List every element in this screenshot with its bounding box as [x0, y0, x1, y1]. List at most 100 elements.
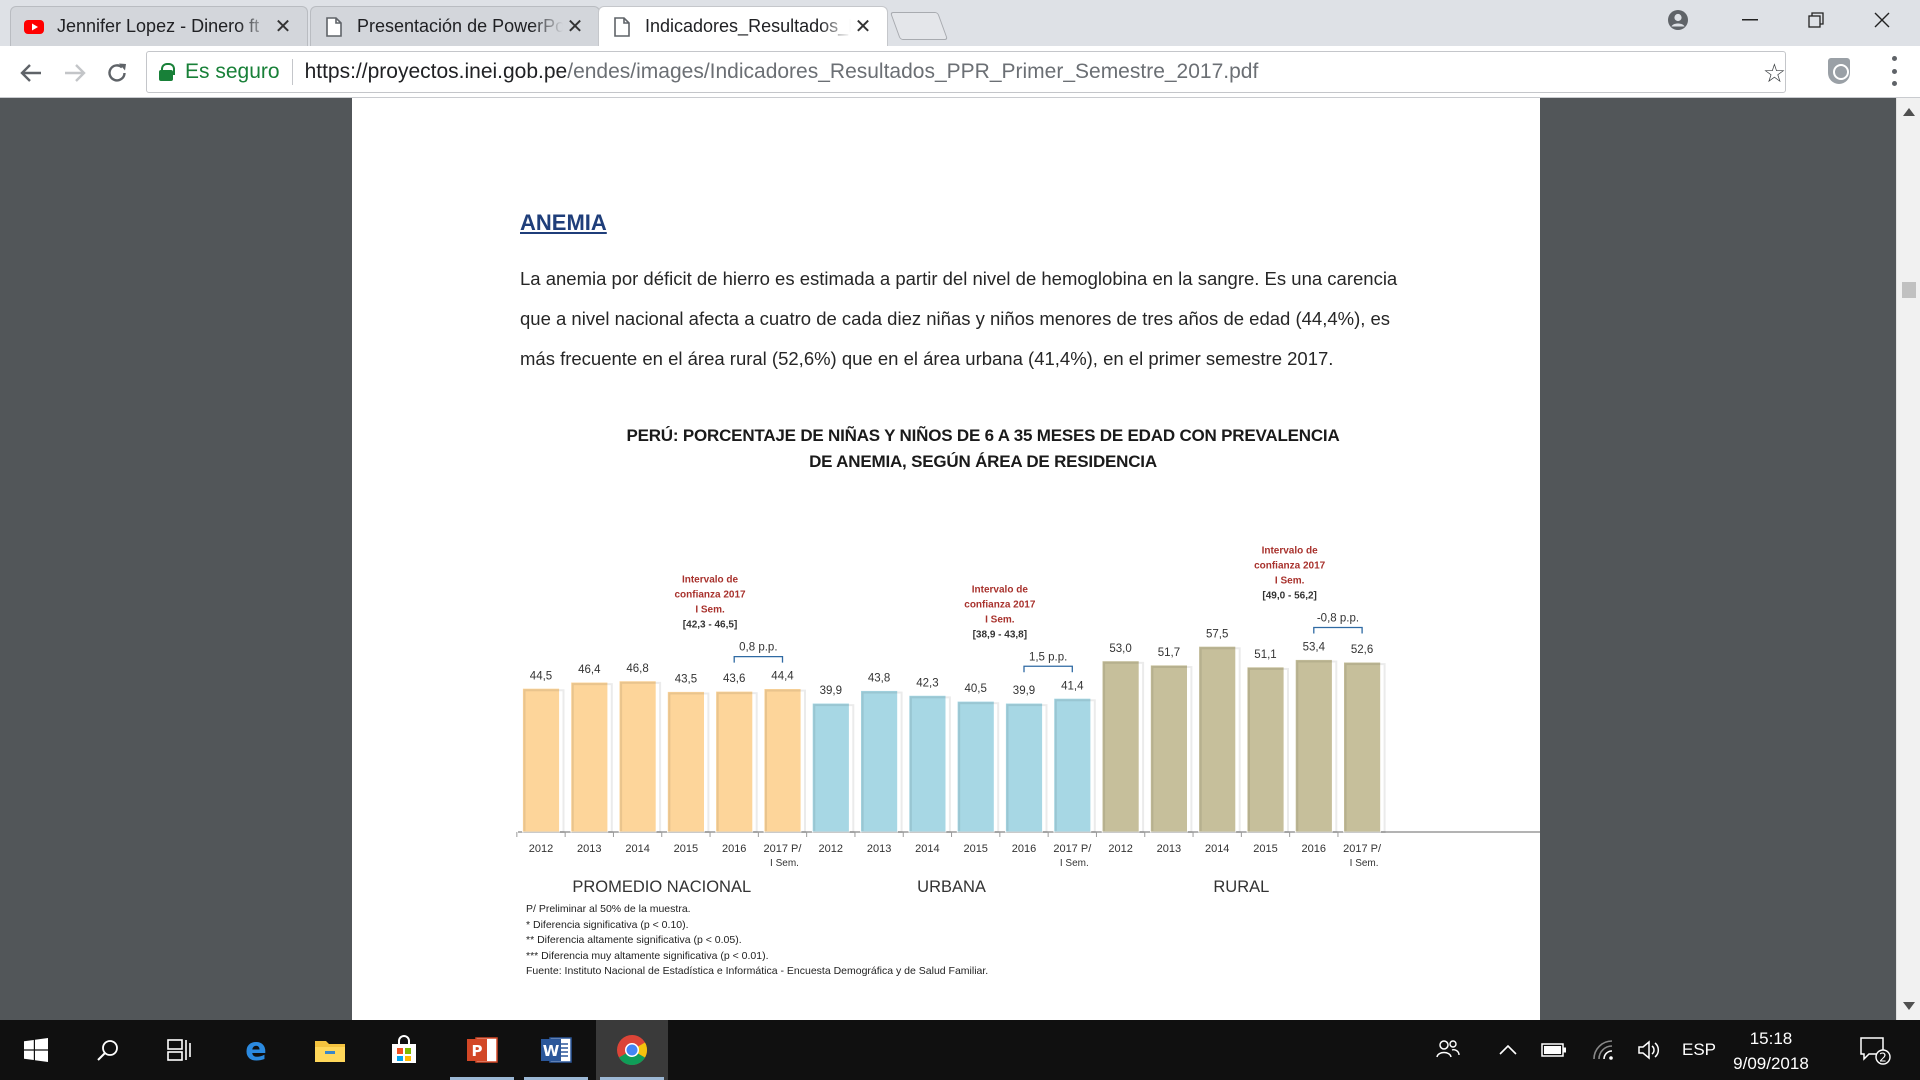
chart-title-line: DE ANEMIA, SEGÚN ÁREA DE RESIDENCIA	[809, 452, 1157, 471]
tab-title: Jennifer Lopez - Dinero ft	[57, 16, 260, 36]
chart-title-line: PERÚ: PORCENTAJE DE NIÑAS Y NIÑOS DE 6 A…	[626, 426, 1340, 445]
battery-icon[interactable]	[1536, 1020, 1572, 1080]
close-tab-icon[interactable]: ✕	[854, 16, 872, 38]
scroll-down-arrow-icon[interactable]	[1903, 1002, 1915, 1010]
data-label: 43,5	[675, 673, 697, 685]
system-clock[interactable]: 15:18 9/09/2018	[1716, 1026, 1826, 1076]
bar-shadow	[1199, 647, 1241, 834]
x-tick-label: 2013	[1157, 843, 1181, 855]
bar-2014	[618, 680, 657, 833]
input-language[interactable]: ESP	[1681, 1040, 1717, 1059]
bar-shadow	[620, 681, 662, 833]
back-button[interactable]	[14, 56, 48, 90]
action-center-icon[interactable]: 2	[1852, 1020, 1898, 1080]
x-tick-label: 2014	[625, 843, 649, 855]
start-icon[interactable]	[0, 1020, 72, 1080]
bar-2015	[956, 700, 995, 833]
confidence-interval-text: confianza 2017	[674, 590, 746, 601]
vertical-scrollbar[interactable]	[1896, 98, 1920, 1020]
document-icon	[611, 16, 633, 38]
volume-icon[interactable]	[1632, 1020, 1666, 1080]
difference-label: -0,8 p.p.	[1317, 613, 1359, 625]
data-label: 39,9	[820, 685, 842, 697]
notification-count: 2	[1879, 1051, 1887, 1065]
data-label: 41,4	[1061, 680, 1084, 692]
data-label: 44,4	[771, 671, 794, 683]
bar-shadow	[813, 704, 855, 833]
data-label: 51,7	[1158, 647, 1180, 659]
new-tab-button[interactable]	[889, 12, 949, 40]
x-tick-label: 2014	[1205, 843, 1229, 855]
tab-powerpoint[interactable]: Presentación de PowerPo ✕	[310, 6, 600, 46]
people-icon[interactable]	[1428, 1020, 1468, 1080]
x-tick-label: 2012	[529, 843, 553, 855]
close-window-icon[interactable]	[1852, 0, 1912, 40]
bar-2012	[1101, 660, 1140, 833]
difference-bracket	[1023, 665, 1073, 673]
file-explorer-icon[interactable]	[294, 1020, 366, 1080]
tab-pdf-active[interactable]: Indicadores_Resultados_P ✕	[598, 6, 888, 46]
confidence-interval-text: [42,3 - 46,5]	[683, 620, 737, 631]
bar-shadow	[523, 689, 565, 834]
x-tick-label: 2015	[1253, 843, 1277, 855]
tab-youtube[interactable]: Jennifer Lopez - Dinero ft ✕	[10, 6, 308, 46]
security-label: Es seguro	[185, 60, 280, 83]
difference-label: 1,5 p.p.	[1029, 651, 1067, 663]
tab-title: Indicadores_Resultados_P	[645, 16, 851, 36]
bar-shadow	[1296, 660, 1338, 833]
data-label: 53,0	[1109, 643, 1131, 655]
bar-shadow	[1054, 699, 1096, 834]
close-tab-icon[interactable]: ✕	[566, 16, 584, 38]
x-tick-sublabel: I Sem.	[1350, 858, 1379, 869]
x-tick-label: 2013	[867, 843, 891, 855]
svg-text:P: P	[472, 1042, 483, 1060]
data-label: 46,4	[578, 664, 601, 676]
wifi-icon[interactable]	[1586, 1020, 1620, 1080]
x-tick-label: 2016	[722, 843, 746, 855]
data-label: 57,5	[1206, 628, 1228, 640]
note-line: *** Diferencia muy altamente significati…	[526, 949, 769, 962]
x-tick-label: 2015	[674, 843, 698, 855]
browser-toolbar: Es seguro https://proyectos.inei.gob.pe /…	[0, 46, 1920, 98]
close-tab-icon[interactable]: ✕	[274, 16, 292, 38]
restore-icon[interactable]	[1786, 0, 1846, 40]
forward-button[interactable]	[58, 56, 92, 90]
task-view-icon[interactable]	[144, 1020, 216, 1080]
menu-icon[interactable]	[1890, 56, 1898, 86]
scroll-up-arrow-icon[interactable]	[1903, 108, 1915, 116]
bar-shadow	[958, 702, 1000, 833]
data-label: 46,8	[626, 663, 648, 675]
bar-shadow	[1344, 663, 1386, 833]
store-icon[interactable]	[368, 1020, 440, 1080]
bar-shadow	[765, 689, 806, 834]
show-hidden-icons-chevron-icon[interactable]	[1492, 1020, 1524, 1080]
confidence-interval-text: [38,9 - 43,8]	[973, 629, 1027, 640]
clock-time: 15:18	[1749, 1029, 1793, 1048]
paragraph-line: La anemia por déficit de hierro es estim…	[520, 268, 1398, 289]
profile-icon[interactable]	[1648, 0, 1708, 40]
data-label: 53,4	[1303, 642, 1326, 654]
address-bar[interactable]: Es seguro https://proyectos.inei.gob.pe /…	[146, 51, 1786, 93]
extension-shield-icon[interactable]	[1828, 58, 1850, 84]
reload-button[interactable]	[100, 56, 134, 90]
pdf-page: ANEMIA La anemia por déficit de hierro e…	[352, 98, 1540, 1020]
powerpoint-icon[interactable]: P	[446, 1020, 518, 1080]
bar-shadow	[571, 683, 613, 833]
minimize-icon[interactable]	[1720, 0, 1780, 40]
x-tick-label: 2012	[819, 843, 843, 855]
bar-2017 P/	[763, 688, 802, 833]
x-tick-label: 2017 P/	[1053, 843, 1092, 855]
note-line: Fuente: Instituto Nacional de Estadístic…	[526, 965, 989, 977]
word-icon[interactable]: W	[520, 1020, 592, 1080]
bar-shadow	[1248, 667, 1289, 834]
bar-2016	[1005, 702, 1043, 833]
bar-2015	[1246, 666, 1285, 833]
scroll-thumb[interactable]	[1902, 282, 1916, 298]
note-line: P/ Preliminar al 50% de la muestra.	[526, 903, 691, 915]
confidence-interval-text: Intervalo de	[1262, 546, 1319, 557]
chrome-icon[interactable]	[596, 1020, 668, 1080]
edge-icon[interactable]: e	[220, 1020, 292, 1080]
bar-2015	[666, 691, 705, 833]
search-icon[interactable]	[72, 1020, 144, 1080]
bookmark-star-icon[interactable]: ☆	[1762, 58, 1786, 88]
